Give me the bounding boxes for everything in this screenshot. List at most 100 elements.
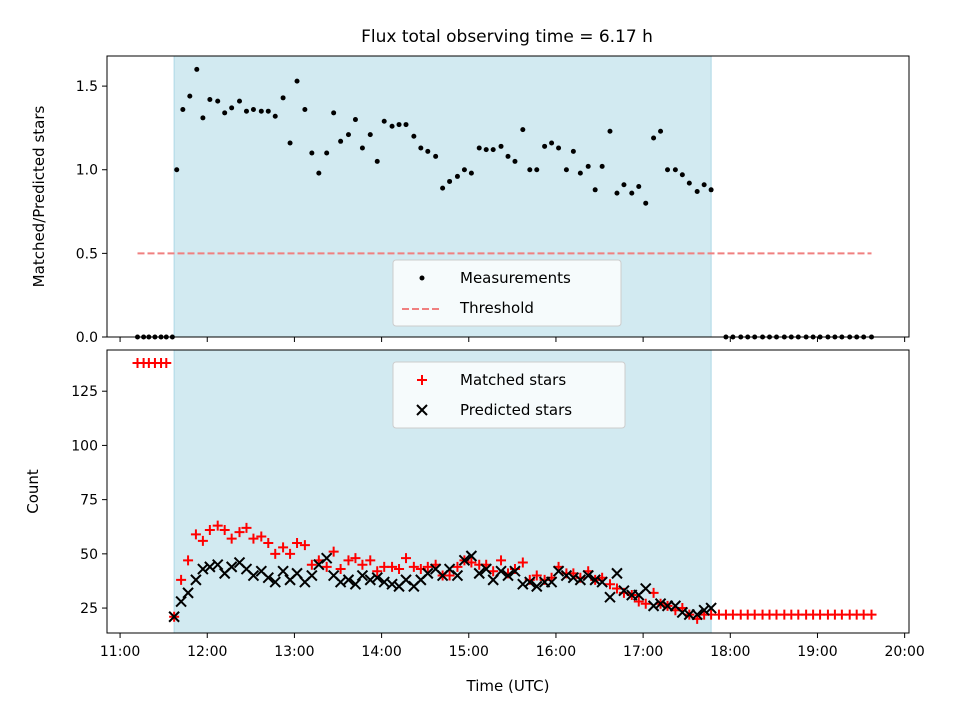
axes-frame (106, 349, 910, 634)
count-panel: 25 50 75 100 125 11:00 12:00 13:00 14:00 15:00 16:… (24, 349, 925, 695)
predicted-star-point (604, 591, 616, 603)
predicted-star-point (560, 569, 573, 582)
matched-star-point (204, 524, 215, 535)
measurement-point (672, 167, 678, 173)
matched-star-point (604, 579, 615, 590)
legend-marker-measurements (419, 275, 425, 281)
predicted-star-point (269, 576, 281, 588)
measurement-point (433, 153, 439, 159)
measurement-point (708, 187, 714, 193)
matched-star-point (183, 555, 194, 566)
measurement-point (665, 167, 671, 173)
legend-label: Measurements (460, 269, 571, 287)
measurement-point (425, 148, 431, 154)
matched-star-point (422, 561, 433, 572)
measurement-point (701, 182, 707, 188)
predicted-star-point (190, 574, 202, 586)
measurement-point (316, 170, 322, 176)
matched-star-point (517, 557, 528, 568)
legend-label: Matched stars (460, 371, 566, 389)
matched-star-point (365, 555, 376, 566)
predicted-star-point (168, 611, 180, 623)
matched-star-point (387, 561, 398, 572)
matched-star-point (190, 529, 201, 540)
measurement-point (614, 190, 620, 196)
measurement-point (229, 105, 235, 111)
predicted-star-point (545, 576, 558, 588)
y-axis-label: Matched/Predicted stars (30, 106, 48, 288)
measurement-point (345, 132, 351, 138)
matched-star-point (241, 522, 252, 533)
matched-star-point (321, 561, 332, 572)
ratio-panel: 0.0 0.5 1.0 1.5 Matched/Predicted stars Measu… (30, 55, 910, 346)
measurement-point (542, 143, 548, 149)
measurement-point (381, 118, 387, 124)
predicted-star-point (698, 604, 710, 616)
measurement-point (243, 108, 249, 114)
predicted-star-point (705, 602, 717, 614)
measurement-point (636, 183, 642, 189)
measurement-point (200, 115, 206, 121)
y-tick-label: 0.5 (76, 246, 98, 262)
matched-star-point (640, 598, 651, 609)
predicted-star-point (262, 571, 274, 584)
predicted-star-point (197, 563, 209, 575)
legend-box (392, 259, 622, 327)
measurement-point (556, 145, 562, 151)
predicted-star-point (582, 569, 594, 582)
y-tick-label: 125 (71, 384, 98, 400)
matched-star-point (408, 561, 419, 572)
predicted-star-point (524, 576, 536, 588)
measurement-point (607, 128, 613, 134)
measurement-point (250, 107, 256, 113)
measurement-point (629, 190, 635, 196)
predicted-star-point (225, 561, 238, 573)
measurement-point (577, 170, 583, 176)
x-axis-label: Time (UTC) (466, 677, 550, 695)
measurement-point (563, 167, 569, 173)
measurement-point (265, 108, 271, 114)
predicted-star-point (458, 554, 471, 567)
matched-star-point (611, 583, 622, 594)
legend-label: Threshold (459, 299, 534, 317)
measurement-point (527, 167, 533, 173)
y-tick-label: 1.5 (76, 79, 98, 95)
measurement-point (215, 98, 221, 104)
matched-star-point (270, 548, 281, 559)
matched-star-point (256, 531, 267, 542)
x-tick-label: 15:00 (449, 644, 489, 660)
predicted-star-point (640, 582, 652, 595)
measurement-point (447, 178, 453, 184)
measurement-point (374, 158, 380, 164)
matched-star-point (197, 535, 208, 546)
measurement-point (258, 108, 264, 114)
y-tick-label: 1.0 (76, 163, 98, 179)
measurement-point (476, 145, 482, 151)
legend-marker-predicted (416, 404, 428, 416)
measurement-point (287, 140, 293, 146)
measurement-point (599, 163, 605, 169)
matched-star-point (401, 553, 412, 564)
matched-star-point (263, 538, 274, 549)
x-tick-label: 11:00 (100, 644, 140, 660)
matched-star-point (328, 546, 339, 557)
predicted-star-point (182, 587, 194, 599)
matched-star-point (343, 555, 354, 566)
matched-star-point (452, 561, 463, 572)
legend-box (392, 361, 626, 429)
predicted-star-point (342, 574, 355, 586)
matched-star-point (531, 570, 542, 581)
predicted-star-point (676, 606, 689, 619)
matched-star-point (292, 538, 303, 549)
measurement-point (403, 122, 409, 128)
legend-label: Predicted stars (460, 401, 572, 419)
predicted-star-point (247, 569, 260, 582)
predicted-star-point (574, 574, 587, 586)
measurement-point (418, 145, 424, 151)
predicted-star-point (349, 578, 362, 590)
matched-star-point (161, 358, 172, 369)
measurement-point (222, 110, 228, 116)
predicted-star-point (277, 565, 289, 577)
y-tick-label: 25 (80, 601, 98, 617)
predicted-star-point (596, 576, 608, 588)
